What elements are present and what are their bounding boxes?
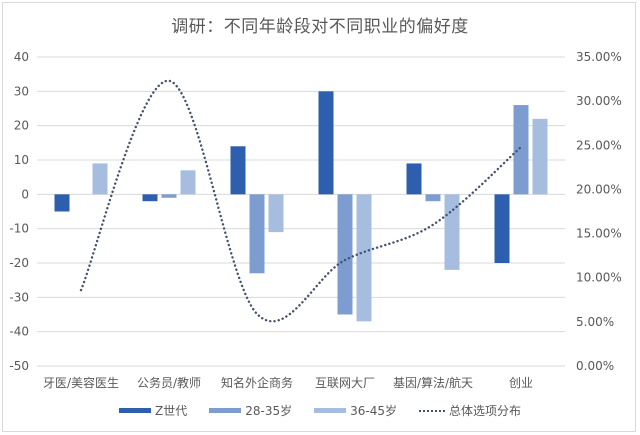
y-tick-label: 10 <box>14 153 29 167</box>
y-tick-label: -30 <box>9 290 29 304</box>
bar[interactable] <box>532 118 548 195</box>
legend-label: 36-45岁 <box>350 404 397 418</box>
bar[interactable] <box>425 194 441 202</box>
chart-title: 调研：不同年龄段对不同职业的偏好度 <box>171 17 469 37</box>
y-tick-label: 40 <box>14 50 29 64</box>
y2-tick-label: 0.00% <box>576 359 614 373</box>
y-tick-label: -10 <box>9 222 29 236</box>
legend-dotted-line-icon <box>418 409 445 412</box>
bar[interactable] <box>142 194 158 202</box>
bar[interactable] <box>356 194 372 322</box>
y-tick-label: -40 <box>9 325 29 339</box>
legend: Z世代 28-35岁 36-45岁 总体选项分布 <box>0 402 640 419</box>
legend-label: 总体选项分布 <box>448 404 521 418</box>
legend-label: 28-35岁 <box>245 404 293 418</box>
gridlines <box>37 56 565 367</box>
y2-tick-label: 15.00% <box>576 227 622 241</box>
y-tick-label: -20 <box>9 256 29 270</box>
legend-item-overall[interactable]: 总体选项分布 <box>418 402 521 419</box>
legend-item-28-35[interactable]: 28-35岁 <box>209 402 292 419</box>
x-tick-label: 基因/算法/航天 <box>393 375 473 390</box>
bar[interactable] <box>444 194 460 270</box>
chart-frame <box>2 2 636 432</box>
x-tick-label: 互联网大厂 <box>315 376 375 390</box>
bar[interactable] <box>249 194 265 274</box>
bar[interactable] <box>337 194 353 315</box>
y-tick-label: 0 <box>21 187 29 201</box>
bar[interactable] <box>513 105 529 195</box>
x-tick-label: 牙医/美容医生 <box>43 375 119 390</box>
y-axis-left: 40 30 20 10 0 -10 -20 -30 -40 -50 <box>9 50 29 373</box>
y2-tick-label: 35.00% <box>576 50 622 64</box>
y2-tick-label: 20.00% <box>576 182 622 196</box>
bar[interactable] <box>230 146 246 195</box>
legend-item-36-45[interactable]: 36-45岁 <box>314 402 397 419</box>
legend-swatch-z-gen <box>119 408 151 413</box>
bar[interactable] <box>268 194 284 233</box>
legend-swatch-28-35 <box>209 408 242 413</box>
x-tick-label: 公务员/教师 <box>137 375 201 390</box>
bar[interactable] <box>54 194 70 212</box>
y-axis-right: 35.00% 30.00% 25.00% 20.00% 15.00% 10.00% 5.00… <box>576 50 622 373</box>
legend-label: Z世代 <box>155 404 188 418</box>
y-tick-label: -50 <box>9 359 29 373</box>
legend-item-z-gen[interactable]: Z世代 <box>119 402 187 419</box>
y2-tick-label: 5.00% <box>576 315 614 329</box>
bar[interactable] <box>406 163 422 195</box>
bar[interactable] <box>494 194 510 263</box>
x-tick-label: 创业 <box>509 376 533 390</box>
y2-tick-label: 10.00% <box>576 271 622 285</box>
bar[interactable] <box>92 163 108 195</box>
bar[interactable] <box>180 170 196 195</box>
bar-series <box>54 91 548 322</box>
bar[interactable] <box>318 91 334 195</box>
bar[interactable] <box>161 194 177 198</box>
overall-distribution-line <box>79 79 523 323</box>
y2-tick-label: 30.00% <box>576 94 622 108</box>
x-tick-label: 知名外企商务 <box>221 375 293 390</box>
y-tick-label: 20 <box>14 119 29 133</box>
x-axis: 牙医/美容医生 公务员/教师 知名外企商务 互联网大厂 基因/算法/航天 创业 <box>43 375 533 390</box>
legend-swatch-36-45 <box>314 408 347 413</box>
y-tick-label: 30 <box>14 84 29 98</box>
y2-tick-label: 25.00% <box>576 138 622 152</box>
